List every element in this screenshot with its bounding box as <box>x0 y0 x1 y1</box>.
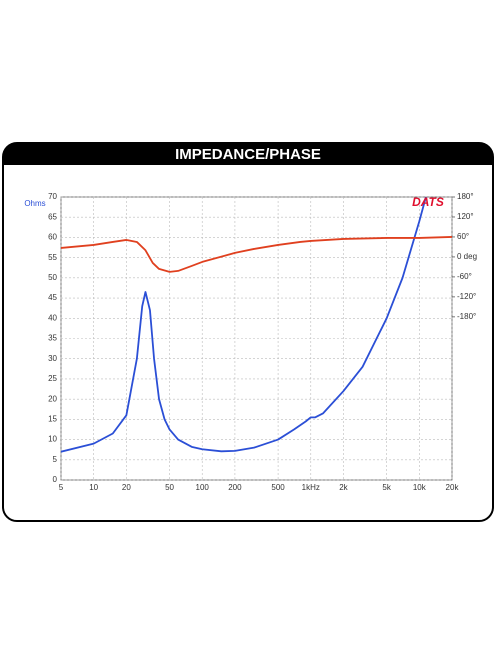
x-tick-label: 1kHz <box>302 483 320 492</box>
x-tick-label: 5k <box>382 483 391 492</box>
y-tick-label: 60 <box>48 233 57 242</box>
x-tick-label: 2k <box>339 483 348 492</box>
y2-tick-label: -180° <box>457 312 476 321</box>
series-line <box>61 236 452 273</box>
x-tick-label: 100 <box>196 483 210 492</box>
x-tick-label: 5 <box>59 483 64 492</box>
y-tick-label: 40 <box>48 313 57 322</box>
x-tick-label: 10 <box>89 483 98 492</box>
y-tick-label: 5 <box>53 455 58 464</box>
y-tick-label: 35 <box>48 334 57 343</box>
y-tick-label: 30 <box>48 354 57 363</box>
logo: DATS <box>412 195 444 209</box>
y-tick-label: 0 <box>53 475 58 484</box>
y2-tick-label: 120° <box>457 212 474 221</box>
y-tick-label: 15 <box>48 414 57 423</box>
y-tick-label: 65 <box>48 212 57 221</box>
y-tick-label: 25 <box>48 374 57 383</box>
x-tick-label: 10k <box>413 483 427 492</box>
x-tick-label: 200 <box>228 483 242 492</box>
y-tick-label: 10 <box>48 435 57 444</box>
header-bar <box>3 143 493 165</box>
y-tick-label: 50 <box>48 273 57 282</box>
y2-tick-label: -120° <box>457 292 476 301</box>
x-tick-label: 20 <box>122 483 131 492</box>
y-tick-label: 45 <box>48 293 57 302</box>
y2-tick-label: 180° <box>457 192 474 201</box>
y-tick-label: 55 <box>48 253 57 262</box>
x-tick-label: 20k <box>446 483 460 492</box>
series-line <box>61 197 427 453</box>
x-tick-label: 50 <box>165 483 174 492</box>
chart-title: IMPEDANCE/PHASE <box>175 146 321 163</box>
y-axis-label: Ohms <box>24 199 45 208</box>
y2-tick-label: -60° <box>457 272 472 281</box>
y-tick-label: 70 <box>48 192 57 201</box>
y-tick-label: 20 <box>48 394 57 403</box>
y2-tick-label: 0 deg <box>457 252 477 261</box>
x-tick-label: 500 <box>271 483 285 492</box>
y2-tick-label: 60° <box>457 232 469 241</box>
